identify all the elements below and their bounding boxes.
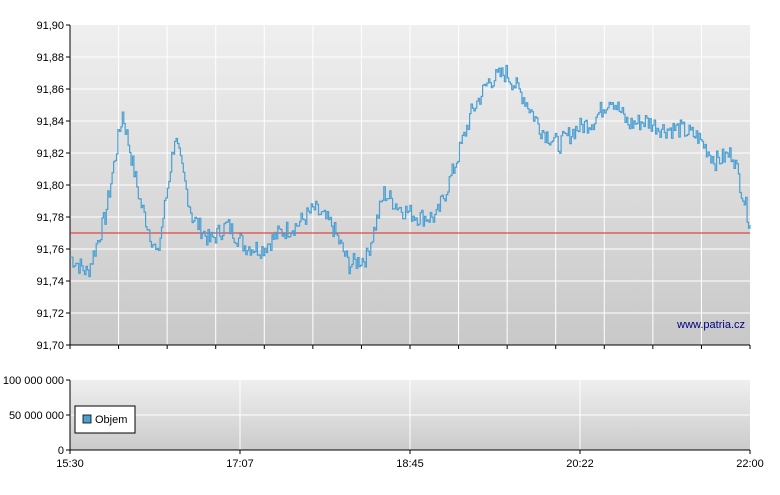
price-y-tick-label: 91,90 (36, 20, 64, 32)
x-axis-time: 15:30 17:07 18:45 20:22 22:00 (56, 450, 764, 470)
price-y-tick-label: 91,70 (36, 340, 64, 352)
legend: Objem (74, 405, 136, 434)
watermark: www.patria.cz (676, 319, 745, 331)
price-grid (70, 25, 750, 345)
price-y-tick-label: 91,78 (36, 212, 64, 224)
volume-y-tick-label: 100 000 000 (3, 375, 64, 387)
x-tick-label: 15:30 (56, 458, 84, 470)
price-y-tick-label: 91,88 (36, 52, 64, 64)
price-y-tick-label: 91,76 (36, 244, 64, 256)
price-y-tick-label: 91,80 (36, 180, 64, 192)
price-series-line (70, 64, 751, 278)
legend-label: Objem (95, 414, 127, 426)
price-y-tick-label: 91,86 (36, 84, 64, 96)
price-y-tick-label: 91,72 (36, 308, 64, 320)
volume-grid (70, 380, 750, 450)
price-y-tick-label: 91,84 (36, 116, 64, 128)
volume-y-axis: 100 000 000 50 000 000 0 (3, 375, 70, 457)
legend-swatch (82, 414, 92, 424)
x-tick-label: 22:00 (736, 458, 764, 470)
x-tick-label: 18:45 (396, 458, 424, 470)
price-y-tick-label: 91,82 (36, 148, 64, 160)
price-y-tick-label: 91,74 (36, 276, 64, 288)
price-y-axis: 91,90 91,88 91,86 91,84 91,82 91,80 91,78 91,76… (36, 20, 70, 352)
volume-y-tick-label: 50 000 000 (9, 410, 64, 422)
x-tick-label: 17:07 (226, 458, 254, 470)
volume-y-tick-label: 0 (58, 445, 64, 457)
x-tick-label: 20:22 (566, 458, 594, 470)
price-x-ticks (69, 345, 751, 349)
